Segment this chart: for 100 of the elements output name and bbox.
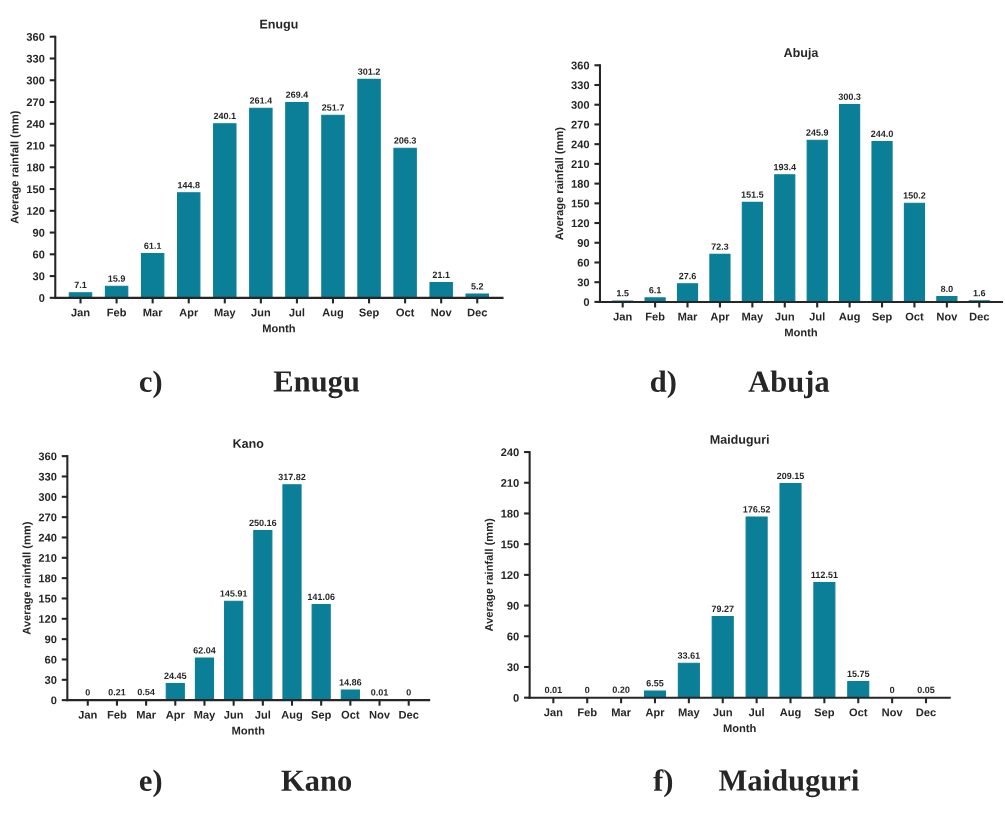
text: f) [653,769,673,798]
data-label: 193.4 [774,163,797,171]
y-tick-label: 240 [571,140,590,149]
x-tick-label: Aug [281,710,303,721]
y-tick-label: 300 [38,493,57,501]
x-tick-label: Jul [289,308,305,317]
y-tick-label: 210 [26,141,45,150]
x-tick-label: Feb [107,308,127,317]
x-axis-title: Month [723,724,756,733]
x-tick-label: Mar [611,708,631,717]
data-label: 0 [889,686,895,694]
x-tick-label: Jul [748,708,764,717]
x-tick-label: Dec [916,708,936,717]
data-label: 0.20 [612,686,630,693]
chart-title: Abuja [783,47,819,60]
data-label: 150.2 [903,192,926,199]
data-label: 261.4 [249,97,273,104]
data-label: 33.61 [677,652,700,659]
y-tick-label: 180 [501,509,519,518]
data-label: 72.3 [711,243,729,250]
data-label: 27.6 [679,272,696,280]
text: Enugu [273,371,360,399]
x-tick-label: Apr [645,708,665,719]
data-label: 141.06 [307,593,335,600]
x-tick-label: Mar [143,308,163,317]
y-tick-label: 330 [571,81,590,90]
data-label: 6.55 [646,680,664,687]
x-tick-label: Nov [369,710,390,719]
y-tick-label: 180 [39,574,57,583]
data-label: 244.0 [871,130,893,137]
x-tick-label: Feb [107,710,127,719]
y-tick-label: 90 [577,239,590,247]
x-axis-title: Month [232,726,265,735]
x-tick-label: Mar [136,710,156,719]
data-label: 112.51 [811,571,838,578]
x-tick-label: Jan [613,312,632,321]
data-label: 0 [85,689,90,696]
x-tick-label: Jun [223,710,243,719]
data-label: 15.9 [108,275,126,282]
y-tick-label: 210 [571,160,590,169]
chart-title: Kano [233,439,264,448]
y-tick-label: 90 [32,228,45,237]
x-tick-label: Nov [431,308,452,317]
x-tick-label: Jul [254,710,271,719]
x-tick-label: Apr [179,308,199,319]
y-tick-label: 150 [27,185,45,194]
data-label: 250.16 [249,519,277,527]
x-tick-label: Dec [969,312,990,321]
data-label: 209.15 [777,472,805,480]
x-tick-label: May [678,708,700,719]
data-label: 61.1 [144,242,162,249]
x-tick-label: Mar [678,312,698,321]
y-tick-label: 60 [507,632,519,641]
y-tick-label: 90 [507,601,519,610]
data-label: 24.45 [164,672,187,679]
data-label: 1.6 [973,289,986,297]
x-tick-label: Sep [311,710,331,721]
y-tick-label: 120 [27,207,45,215]
y-tick-label: 330 [38,472,57,481]
y-tick-label: 150 [501,540,519,549]
data-label: 144.8 [178,181,200,189]
x-tick-label: Aug [839,312,860,323]
y-tick-label: 0 [39,294,45,302]
x-tick-label: Sep [814,708,835,719]
data-label: 79.27 [711,605,734,612]
x-tick-label: Nov [882,708,903,717]
y-tick-label: 180 [571,179,590,188]
data-label: 0 [406,689,411,696]
y-tick-label: 60 [44,655,57,664]
x-tick-label: Aug [322,308,344,319]
data-label: 151.5 [741,191,764,198]
x-tick-label: Jan [71,308,90,317]
y-tick-label: 30 [44,676,57,684]
data-label: 7.1 [74,281,87,289]
x-tick-label: Jun [775,312,794,321]
data-label: 0.21 [108,689,126,696]
y-tick-label: 0 [51,696,57,705]
data-label: 145.91 [220,590,248,597]
data-label: 251.7 [322,104,344,111]
y-tick-label: 300 [26,76,45,85]
chart-title: Enugu [260,19,298,32]
x-tick-label: May [742,312,764,323]
y-tick-label: 30 [32,272,45,281]
text: Abuja [748,370,830,399]
y-tick-label: 270 [38,513,57,522]
x-tick-label: Sep [872,312,892,323]
x-tick-label: Nov [937,312,958,321]
x-tick-label: Feb [578,708,597,717]
x-tick-label: Dec [467,308,488,317]
data-label: 0.01 [544,686,562,694]
x-tick-label: Aug [779,708,801,719]
x-tick-label: Apr [710,312,730,323]
y-tick-label: 270 [26,98,45,107]
data-label: 240.1 [213,112,236,120]
chart-title: Maiduguri [710,434,769,447]
y-tick-label: 0 [513,693,519,702]
data-label: 1.5 [616,290,629,297]
x-tick-label: Jun [713,708,732,717]
data-label: 317.82 [278,473,306,481]
y-tick-label: 120 [571,219,590,228]
